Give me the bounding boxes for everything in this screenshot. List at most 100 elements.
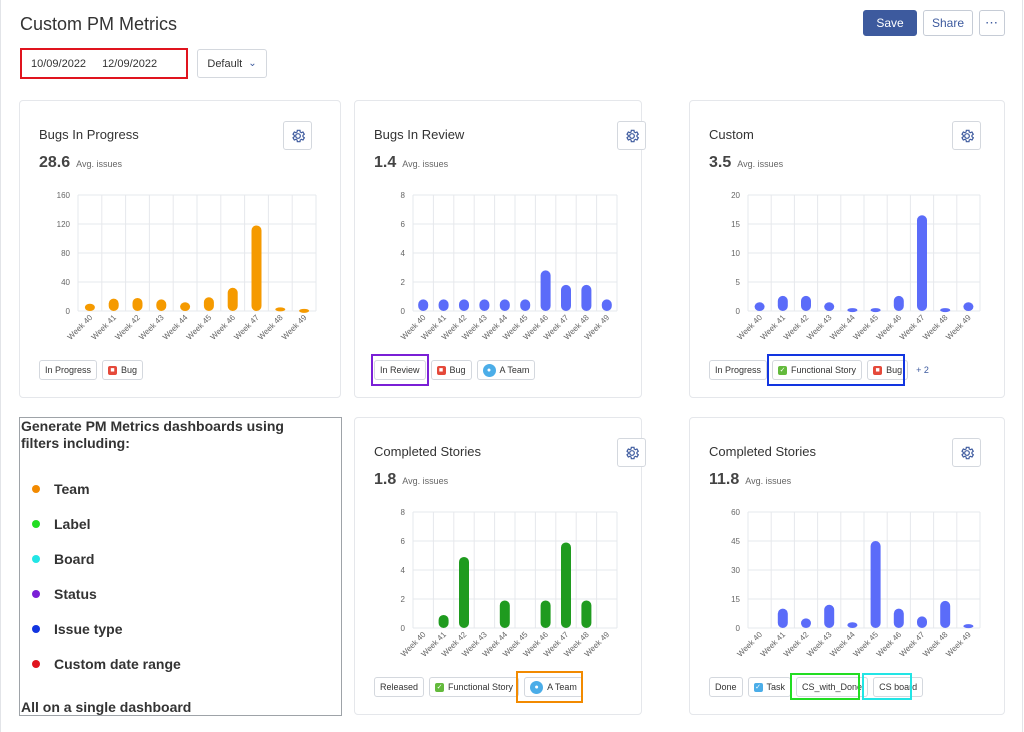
share-button[interactable]: Share [923,10,973,36]
y-tick-label: 4 [401,249,406,258]
y-tick-label: 2 [401,278,406,287]
filter-chip[interactable]: ● A Team [476,360,536,380]
list-item: Status [32,576,181,611]
bar [754,302,765,311]
settings-button[interactable] [617,438,646,467]
bar [227,287,238,311]
chip-label: + 2 [916,365,929,375]
bar [847,308,858,313]
y-tick-label: 0 [736,624,741,633]
save-button[interactable]: Save [863,10,917,36]
y-tick-label: 40 [61,278,70,287]
filter-chip[interactable]: In Progress [709,360,768,380]
date-end[interactable]: 12/09/2022 [102,57,158,70]
avg-label: Avg. issues [745,476,792,486]
bar [299,308,310,313]
bar [132,297,143,311]
filter-feature-list: Team Label Board Status Issue type Custo… [32,471,181,681]
preset-label: Default [207,57,243,70]
preset-dropdown[interactable]: Default ⌄ [197,49,267,78]
bar [824,604,835,628]
task-icon: ✓ [753,682,763,692]
filter-chip[interactable]: ■ Bug [867,360,909,380]
info-footer: All on a single dashboard [21,699,192,715]
chip-label: Done [715,682,737,692]
y-tick-label: 6 [401,220,406,229]
filter-chip[interactable]: ✓ Task [747,677,792,697]
chip-label: A Team [547,682,577,692]
avg-value: 1.4 [374,154,397,171]
story-icon: ✓ [435,682,445,692]
metric-card-bugs-in-review: Bugs In Review 1.4 Avg. issues 0 2 4 6 8 Week… [354,100,646,398]
x-tick-label: Week 49 [944,630,973,659]
bar [893,295,904,311]
bar [963,624,974,629]
settings-button[interactable] [952,438,981,467]
bar [418,299,429,311]
filter-chip[interactable]: Released [374,677,425,697]
filter-chip[interactable]: In Review [374,360,426,380]
filter-chip[interactable]: ✓ Functional Story [429,677,520,697]
y-tick-label: 10 [731,249,740,258]
list-item-label: Custom date range [54,655,181,672]
y-tick-label: 30 [731,566,740,575]
settings-button[interactable] [617,121,646,150]
list-item-label: Board [54,550,95,567]
bar [540,600,551,628]
info-heading: Generate PM Metrics dashboards using fil… [21,418,284,451]
avg-label: Avg. issues [76,159,122,169]
list-item: Board [32,541,181,576]
bar [777,295,788,311]
avg-value: 1.8 [374,471,397,488]
y-tick-label: 8 [401,191,406,200]
chip-label: Bug [449,365,466,375]
bar [940,308,951,313]
filter-chip[interactable]: ✓ Functional Story [772,360,863,380]
avg-value: 3.5 [709,154,732,171]
y-tick-label: 160 [57,191,71,200]
date-start[interactable]: 10/09/2022 [31,57,87,70]
filter-chip[interactable]: Done [709,677,743,697]
chip-label: In Review [380,365,420,375]
avg-value: 28.6 [39,154,71,171]
settings-button[interactable] [283,121,312,150]
filter-chip[interactable]: ■ Bug [102,360,144,380]
settings-button[interactable] [952,121,981,150]
chip-label: CS_with_Done [802,682,863,692]
filter-chip[interactable]: CS_with_Done [796,677,869,697]
bar [777,608,788,628]
chip-label: Functional Story [448,682,514,692]
story-icon: ✓ [778,365,788,375]
y-tick-label: 0 [66,307,71,316]
avg-label: Avg. issues [402,476,449,486]
bar [801,618,811,628]
y-tick-label: 0 [736,307,741,316]
chip-label: CS board [879,682,918,692]
highlight-team-box [516,671,583,703]
filter-chips: In Progress ✓ Functional Story ■ Bug + 2 [709,360,932,380]
gear-icon [960,446,974,459]
bar [479,299,490,311]
more-options-button[interactable]: ⋯ [979,10,1005,36]
bar [870,308,881,313]
filter-chip[interactable]: ● A Team [524,677,583,697]
filter-chip[interactable]: + 2 [913,360,932,380]
filter-chip[interactable]: ■ Bug [430,360,472,380]
list-item-label: Label [54,515,91,532]
filter-chips: Released ✓ Functional Story ● A Team [374,677,583,697]
chip-label: A Team [499,365,530,375]
bar [917,215,927,311]
bar [499,600,510,628]
filter-chip[interactable]: In Progress [39,360,98,380]
bug-icon: ■ [436,365,446,375]
card-stat: 11.8 Avg. issues [709,471,791,489]
date-range-picker[interactable]: 10/09/2022 12/09/2022 [20,48,188,79]
chip-label: In Progress [45,365,92,375]
feature-info-panel: Generate PM Metrics dashboards using fil… [19,417,342,716]
metric-card-custom: Custom 3.5 Avg. issues 0 5 10 15 20 Week 40 We… [689,100,1005,398]
bug-icon: ■ [108,365,118,375]
highlight-label-box [790,673,860,700]
gear-icon [625,129,639,142]
